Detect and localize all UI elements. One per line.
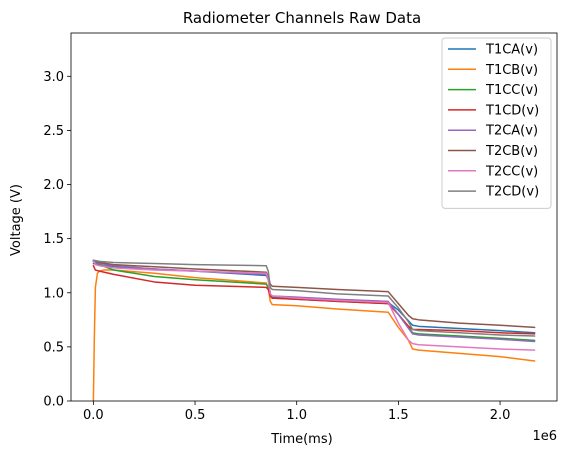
x-tick-label: 2.0 — [490, 408, 511, 423]
y-tick-label: 1.5 — [43, 232, 64, 247]
x-tick-label: 1.5 — [388, 408, 409, 423]
series-layer — [92, 259, 536, 401]
legend-label: T1CD(v) — [485, 103, 539, 118]
legend-label: T1CA(v) — [485, 43, 538, 58]
legend-box — [441, 37, 552, 209]
legend-label: T2CD(v) — [485, 185, 539, 200]
axes-layer: 0.0 0.5 1.0 1.5 2.0 0.0 0.5 1.0 1.5 2.0 2.5 3.0 — [43, 32, 558, 423]
legend-label: T1CC(v) — [485, 83, 538, 98]
series-line-t2cc-v — [92, 259, 536, 351]
series-line-t2ca-v — [92, 260, 536, 343]
legend: T1CA(v) T1CB(v) T1CC(v) T1CD(v) T2CA(v) T2CB(… — [441, 37, 552, 209]
series-line-t2cd-v — [92, 259, 536, 337]
series-line-t1cd-v — [92, 264, 536, 335]
legend-label: T1CB(v) — [485, 63, 538, 78]
y-tick-label: 2.0 — [43, 178, 64, 193]
x-axis-title: Time(ms) — [270, 432, 332, 447]
y-axis-title: Voltage (V) — [9, 184, 24, 256]
x-tick-label: 0.5 — [185, 408, 206, 423]
series-line-t2cb-v — [92, 259, 536, 329]
series-group — [92, 259, 536, 401]
series-line-t1cb-v — [92, 269, 536, 401]
legend-label: T2CC(v) — [485, 164, 538, 179]
legend-label: T2CA(v) — [485, 124, 538, 139]
legend-label: T2CB(v) — [485, 144, 538, 159]
y-tick-label: 0.5 — [43, 340, 64, 355]
chart-title: Radiometer Channels Raw Data — [183, 9, 421, 27]
y-tick-label: 0.0 — [43, 395, 64, 410]
y-tick-label: 3.0 — [43, 70, 64, 85]
y-tick-label: 1.0 — [43, 286, 64, 301]
x-tick-label: 1.0 — [286, 408, 307, 423]
x-tick-label: 0.0 — [83, 408, 104, 423]
axes-frame — [70, 32, 558, 402]
x-axis-offset-label: 1e6 — [532, 429, 557, 444]
y-tick-label: 2.5 — [43, 124, 64, 139]
